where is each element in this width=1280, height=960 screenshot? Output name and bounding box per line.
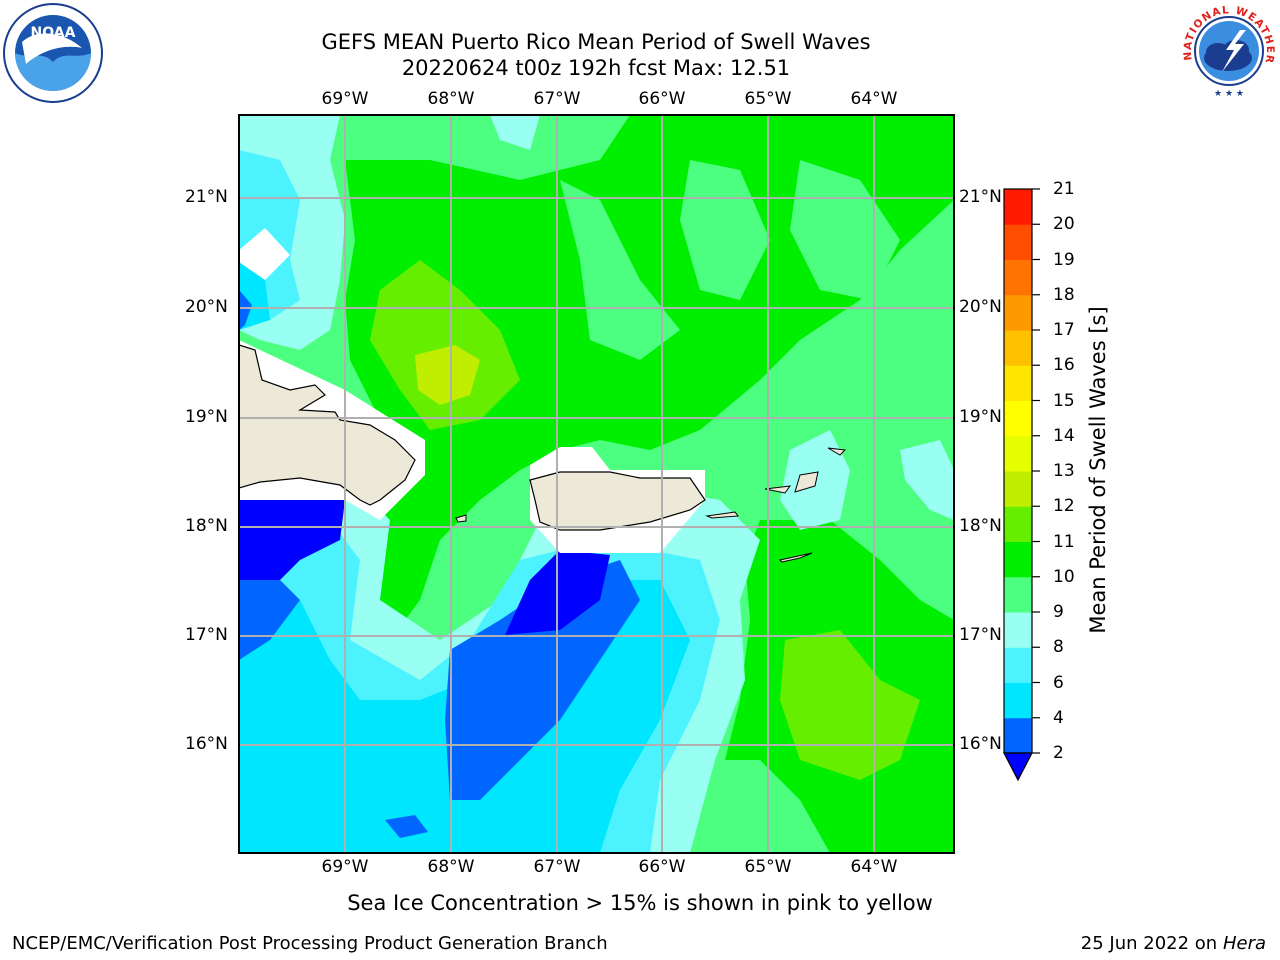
contour-12 (370, 260, 520, 430)
lat-label-right: 19°N (959, 407, 1002, 427)
colorbar-segment (1004, 612, 1032, 648)
colorbar-segment (1004, 400, 1032, 437)
contour-4-patch (385, 815, 428, 838)
graticule (239, 115, 954, 853)
colorbar-tick-label: 20 (1053, 214, 1075, 235)
virgin-islands-land (764, 485, 792, 494)
noaa-logo: NOAA (3, 3, 103, 103)
noaa-logo-text: NOAA (31, 25, 76, 41)
contour-13 (415, 345, 480, 405)
colorbar-segment (1004, 189, 1032, 225)
colorbar-segment (1004, 576, 1032, 613)
contour-9-n (490, 115, 540, 150)
contour-9-south (690, 760, 830, 853)
lat-label-left: 16°N (185, 734, 228, 754)
lat-label-right: 18°N (959, 516, 1002, 536)
colorbar-segment (1004, 541, 1032, 578)
lon-label-top: 66°W (638, 89, 686, 109)
lat-label-right: 17°N (959, 625, 1002, 645)
lon-label-top: 69°W (321, 89, 369, 109)
contour-12-south (780, 630, 920, 780)
colorbar-segment (1004, 506, 1032, 542)
colorbar-segment (1004, 224, 1032, 260)
colorbar-segment (1004, 647, 1032, 683)
colorbar-tick-label: 18 (1053, 284, 1075, 305)
colorbar-tick-label: 12 (1053, 496, 1075, 517)
lon-label-bottom: 68°W (427, 857, 475, 877)
colorbar-label: Mean Period of Swell Waves [s] (1086, 306, 1110, 634)
contour-4-nw (239, 290, 252, 330)
svg-text:★ ★ ★: ★ ★ ★ (1214, 89, 1244, 99)
colorbar-tick-label: 15 (1053, 390, 1075, 411)
colorbar-tick-label: 13 (1053, 461, 1075, 481)
run-date: 25 Jun 2022 on Hera (1080, 933, 1266, 954)
colorbar-segment (1004, 294, 1032, 331)
map-subtitle: 20220624 t00z 192h fcst Max: 12.51 (401, 56, 791, 80)
nws-logo: NATIONAL WEATHER SERVICE ★ ★ ★ (1178, 0, 1278, 100)
colorbar-tick-label: 6 (1053, 672, 1064, 693)
colorbar-segment (1004, 365, 1032, 401)
mona-land (455, 514, 467, 523)
colorbar-frame (1003, 188, 1033, 754)
lat-label-right: 20°N (959, 297, 1002, 317)
colorbar-segment (1004, 330, 1032, 366)
contour-9c (790, 160, 900, 300)
lon-label-bottom: 64°W (850, 857, 898, 877)
lon-label-bottom: 67°W (533, 857, 581, 877)
lon-label-top: 65°W (744, 89, 792, 109)
map-frame (238, 114, 955, 854)
colorbar-tick-label: 19 (1053, 249, 1075, 270)
st-croix-land (778, 552, 813, 563)
sea-ice-note: Sea Ice Concentration > 15% is shown in … (347, 891, 933, 915)
colorbar-tick-label: 4 (1053, 707, 1064, 728)
colorbar-segment (1004, 259, 1032, 296)
lon-label-bottom: 69°W (321, 857, 369, 877)
colorbar-extend-arrow (1003, 752, 1033, 782)
host-name: Hera (1222, 933, 1266, 954)
colorbar-tick-label: 8 (1053, 637, 1064, 658)
lat-label-left: 19°N (185, 407, 228, 427)
contour-4-west (239, 580, 300, 660)
colorbar-tick-label: 2 (1053, 743, 1064, 763)
colorbar-tick-label: 14 (1053, 425, 1075, 446)
lat-label-right: 16°N (959, 734, 1002, 754)
lon-label-top: 67°W (533, 89, 581, 109)
colorbar-tick-label: 17 (1053, 320, 1075, 340)
lat-label-left: 18°N (185, 516, 228, 536)
lon-label-bottom: 65°W (744, 857, 792, 877)
anguilla-land (827, 447, 847, 456)
contour-9-e2 (900, 440, 954, 520)
colorbar-tick-label: 10 (1053, 566, 1075, 587)
lat-label-left: 20°N (185, 297, 228, 317)
map-fill-layer (239, 115, 954, 853)
hispaniola-land (239, 344, 416, 506)
colorbar-tick-label: 21 (1053, 179, 1075, 199)
lat-label-right: 21°N (959, 187, 1002, 207)
branch-credit: NCEP/EMC/Verification Post Processing Pr… (12, 933, 608, 954)
lon-label-top: 64°W (850, 89, 898, 109)
colorbar-segment (1004, 717, 1032, 754)
contour-9a (560, 180, 680, 360)
map-title: GEFS MEAN Puerto Rico Mean Period of Swe… (321, 30, 871, 54)
colorbar-segment (1004, 471, 1032, 507)
colorbar-segment (1004, 435, 1032, 472)
colorbar-tick-label: 11 (1053, 531, 1075, 552)
colorbar (1004, 188, 1040, 754)
contour-4 (445, 560, 640, 800)
colorbar-segment (1004, 682, 1032, 719)
colorbar-tick-label: 9 (1053, 602, 1064, 622)
lat-label-left: 17°N (185, 625, 228, 645)
colorbar-tick-label: 16 (1053, 355, 1075, 376)
contour-9b (680, 160, 770, 300)
vieques-land (705, 511, 739, 519)
bvi-land (794, 471, 819, 493)
lon-label-top: 68°W (427, 89, 475, 109)
lon-label-bottom: 66°W (638, 857, 686, 877)
lat-label-left: 21°N (185, 187, 228, 207)
nodata-nw (239, 228, 290, 280)
